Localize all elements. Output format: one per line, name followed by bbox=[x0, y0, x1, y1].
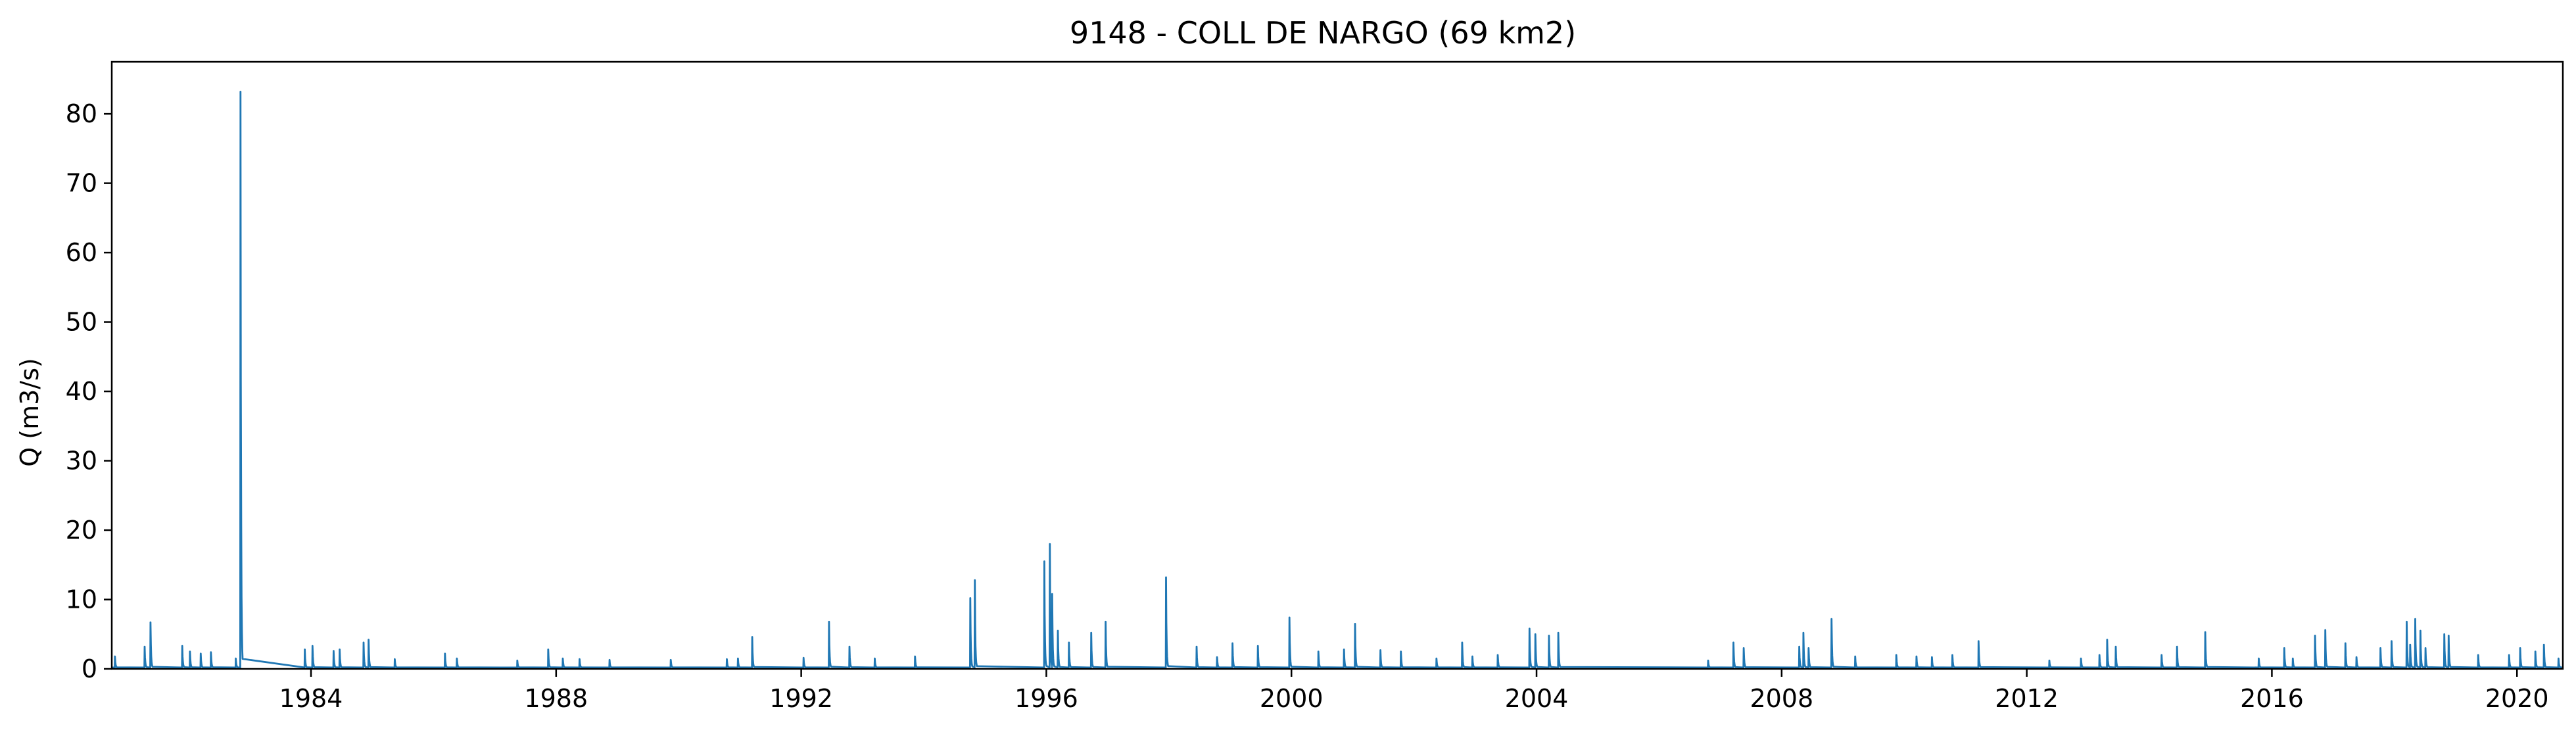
x-tick-label: 2008 bbox=[1750, 684, 1813, 713]
y-ticks: 0 10 20 30 40 50 60 70 80 bbox=[66, 99, 112, 683]
y-tick-label: 70 bbox=[66, 169, 97, 198]
y-axis-label: Q (m3/s) bbox=[15, 358, 44, 466]
plot-area bbox=[112, 91, 2564, 669]
x-tick-label: 2004 bbox=[1505, 684, 1569, 713]
y-tick-label: 60 bbox=[66, 238, 97, 267]
x-tick-label: 2020 bbox=[2485, 684, 2549, 713]
flow-series-line bbox=[112, 91, 2564, 669]
x-ticks: 1984 1988 1992 1996 2000 2004 2008 2012 2016 2020 bbox=[279, 669, 2549, 713]
x-tick-label: 1996 bbox=[1014, 684, 1078, 713]
x-tick-label: 1984 bbox=[279, 684, 343, 713]
y-tick-label: 10 bbox=[66, 585, 97, 614]
y-tick-label: 40 bbox=[66, 377, 97, 406]
x-tick-label: 1992 bbox=[769, 684, 833, 713]
x-tick-label: 2000 bbox=[1260, 684, 1324, 713]
x-tick-label: 2016 bbox=[2240, 684, 2304, 713]
x-tick-label: 1988 bbox=[524, 684, 588, 713]
y-tick-label: 50 bbox=[66, 308, 97, 337]
y-tick-label: 0 bbox=[82, 654, 97, 683]
y-tick-label: 20 bbox=[66, 516, 97, 545]
x-tick-label: 2012 bbox=[1995, 684, 2059, 713]
chart-title: 9148 - COLL DE NARGO (69 km2) bbox=[1070, 15, 1576, 51]
y-tick-label: 30 bbox=[66, 447, 97, 476]
y-tick-label: 80 bbox=[66, 99, 97, 128]
plot-frame bbox=[110, 61, 2564, 670]
